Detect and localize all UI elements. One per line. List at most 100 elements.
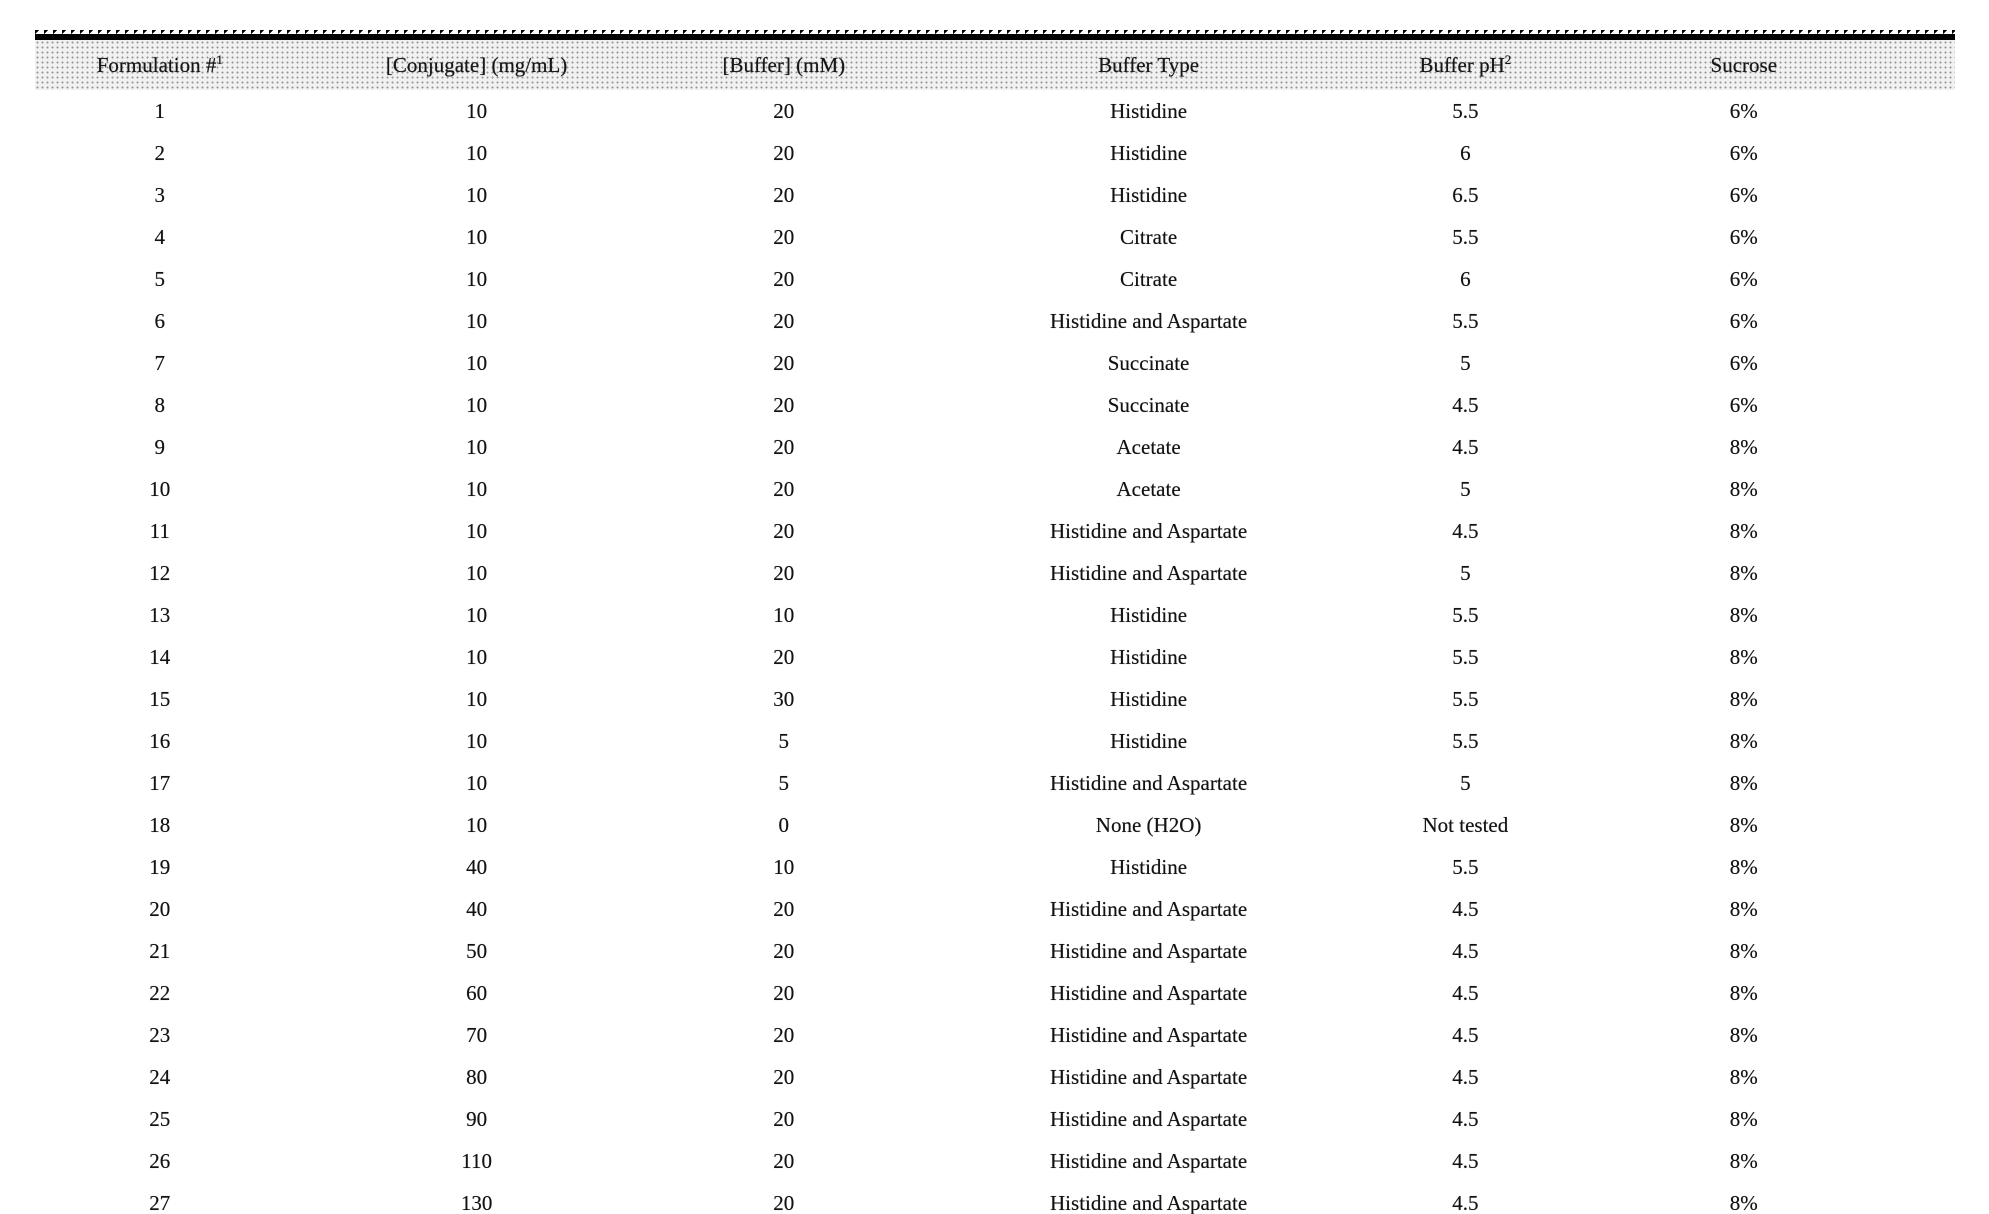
table-row: 12 10 20 Histidine and Aspartate 5 8% [35,552,1955,594]
table-cell: Histidine and Aspartate [1050,770,1248,795]
table-cell: 8% [1729,434,1758,459]
table-cell: 10 [466,182,488,207]
table-row: 16 10 5 Histidine 5.5 8% [35,720,1955,762]
table-cell: Histidine [1110,182,1188,207]
table-cell: 20 [773,308,795,333]
table-cell: 130 [460,1190,493,1214]
table-cell: 20 [773,1148,795,1173]
table-cell: 10 [466,266,488,291]
table-cell: 10 [466,560,488,585]
table-cell: 6 [1460,140,1471,165]
table-cell: Histidine [1110,854,1188,879]
table-row: 23 70 20 Histidine and Aspartate 4.5 8% [35,1014,1955,1056]
table-cell: 8% [1729,896,1758,921]
table-row: 26 110 20 Histidine and Aspartate 4.5 8% [35,1140,1955,1182]
table-cell: 8% [1729,518,1758,543]
table-cell: 21 [149,938,171,963]
table-cell: 14 [149,644,171,669]
column-header: Buffer Type [898,40,1399,90]
table-cell: 6% [1729,98,1758,123]
table-cell: 8% [1729,812,1758,837]
table-cell: 20 [773,476,795,501]
table-cell: 20 [773,1190,795,1214]
table-cell: 4 [154,224,166,249]
table-cell: 19 [149,854,171,879]
table-row: 8 10 20 Succinate 4.5 6% [35,384,1955,426]
table-cell: 20 [773,644,795,669]
table-cell: None (H2O) [1095,812,1202,837]
table-cell: 10 [466,140,488,165]
column-header: Sucrose [1532,40,1955,90]
table-cell: Not tested [1422,812,1509,837]
table-cell: Histidine and Aspartate [1050,560,1248,585]
table-cell: Histidine and Aspartate [1050,980,1248,1005]
table-cell: 8% [1729,854,1758,879]
table-cell: 10 [466,728,488,753]
table-cell: 4.5 [1452,1190,1479,1214]
table-row: 6 10 20 Histidine and Aspartate 5.5 6% [35,300,1955,342]
table-cell: 15 [149,686,171,711]
table-row: 5 10 20 Citrate 6 6% [35,258,1955,300]
table-cell: 20 [773,1106,795,1131]
table-cell: 5 [1460,350,1471,375]
table-cell: 20 [773,560,795,585]
table-cell: 18 [149,812,171,837]
table-row: 9 10 20 Acetate 4.5 8% [35,426,1955,468]
table-cell: 8% [1729,938,1758,963]
table-cell: 6% [1729,392,1758,417]
table-cell: Histidine and Aspartate [1050,938,1248,963]
column-header: [Buffer] (mM) [668,40,899,90]
table-cell: 10 [466,350,488,375]
table-cell: 5 [1460,476,1471,501]
table-row: 27 130 20 Histidine and Aspartate 4.5 8% [35,1182,1955,1214]
table-cell: 10 [466,812,488,837]
table-row: 19 40 10 Histidine 5.5 8% [35,846,1955,888]
table-cell: 20 [773,434,795,459]
table-cell: 10 [466,644,488,669]
table-cell: 8% [1729,1022,1758,1047]
column-header-label: Formulation # [96,52,217,77]
column-header-label: Buffer pH [1419,52,1505,77]
table-top-rule [35,30,1955,40]
table-cell: 4.5 [1452,1106,1479,1131]
table-cell: 8% [1729,602,1758,627]
table-cell: Histidine and Aspartate [1050,1106,1248,1131]
table-cell: Acetate [1116,476,1181,501]
table-cell: 2 [154,140,166,165]
table-row: 24 80 20 Histidine and Aspartate 4.5 8% [35,1056,1955,1098]
table-cell: 10 [149,476,171,501]
table-row: 22 60 20 Histidine and Aspartate 4.5 8% [35,972,1955,1014]
table-cell: Succinate [1107,350,1190,375]
table-row: 21 50 20 Histidine and Aspartate 4.5 8% [35,930,1955,972]
table-cell: 10 [466,308,488,333]
table-cell: Histidine and Aspartate [1050,518,1248,543]
table-cell: 5 [1460,770,1471,795]
table-cell: 20 [773,98,795,123]
table-cell: 0 [778,812,790,837]
table-cell: 6 [154,308,166,333]
table-cell: Acetate [1116,434,1181,459]
table-cell: 8% [1729,770,1758,795]
column-header: Formulation #1 [35,40,285,90]
table-cell: 20 [149,896,171,921]
table-cell: Histidine [1110,644,1188,669]
table-cell: 8% [1729,728,1758,753]
table-cell: 4.5 [1452,980,1479,1005]
table-cell: 8% [1729,980,1758,1005]
table-cell: 25 [149,1106,171,1131]
table-cell: 90 [466,1106,488,1131]
table-cell: 5 [778,728,790,753]
table-cell: 6 [1460,266,1471,291]
table-cell: 6% [1729,140,1758,165]
table-row: 13 10 10 Histidine 5.5 8% [35,594,1955,636]
table-cell: 20 [773,266,795,291]
table-cell: 10 [466,224,488,249]
table-cell: 16 [149,728,171,753]
table-cell: 8 [154,392,166,417]
column-header-label: [Buffer] (mM) [722,52,846,77]
table-cell: 1 [154,98,166,123]
table-cell: 5 [154,266,166,291]
table-cell: 5.5 [1452,308,1479,333]
table-row: 15 10 30 Histidine 5.5 8% [35,678,1955,720]
table-cell: 30 [773,686,795,711]
